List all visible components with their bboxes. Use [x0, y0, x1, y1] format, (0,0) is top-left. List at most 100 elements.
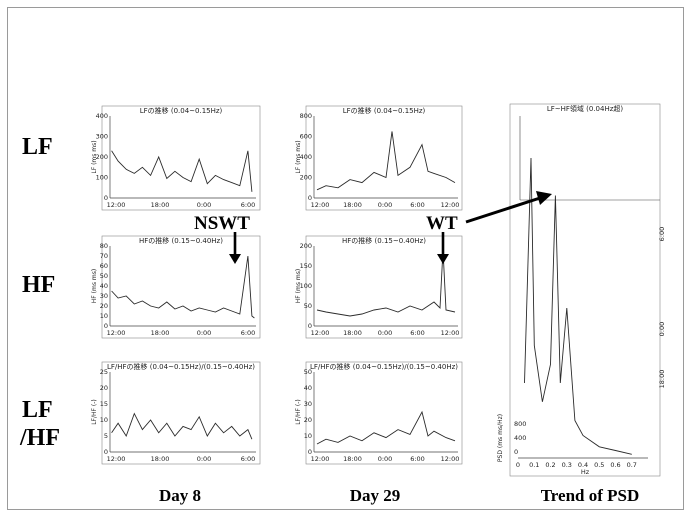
- day8_lfhf-title: LF/HFの推移 (0.04~0.15Hz)/(0.15~0.40Hz): [107, 362, 255, 371]
- day29_lf-xtick: 0:00: [378, 201, 393, 209]
- day29_lfhf-ytick: 20: [304, 416, 312, 424]
- arrow-nswt-head: [229, 254, 241, 264]
- psd-ytick: 800: [514, 420, 526, 428]
- psd-xtick: 0.3: [562, 461, 572, 469]
- day29_lf-ytick: 400: [300, 153, 312, 161]
- day29_hf-ytick: 200: [300, 242, 312, 250]
- psd-xtick: 0.2: [545, 461, 555, 469]
- day8_hf-ylabel: HF (ms ms): [91, 269, 98, 303]
- day29_lf-ytick: 800: [300, 112, 312, 120]
- day29_lfhf-ylabel: LF/HF (-): [295, 399, 302, 425]
- day29_lf-ytick: 0: [308, 194, 312, 202]
- day8_lf-ytick: 400: [96, 112, 108, 120]
- psd-timetick: 18:00: [658, 370, 666, 389]
- psd-ytick: 400: [514, 434, 526, 442]
- day29_lfhf-xtick: 12:00: [441, 455, 460, 463]
- psd-xlabel: Hz: [581, 468, 590, 476]
- day8_lf-xtick: 12:00: [107, 201, 126, 209]
- day8_lfhf-xtick: 18:00: [151, 455, 170, 463]
- column-label-day8: Day 8: [158, 486, 202, 505]
- psd-xtick: 0.1: [529, 461, 539, 469]
- annotation-nswt: NSWT: [194, 213, 250, 234]
- day29_lfhf-ytick: 30: [304, 400, 312, 408]
- day8_hf-ytick: 70: [100, 252, 108, 260]
- day29_lfhf-xtick: 0:00: [378, 455, 393, 463]
- arrow-wt-head: [437, 254, 449, 264]
- day29_hf-series-line: [316, 249, 456, 317]
- day8_lfhf-ytick: 20: [100, 384, 108, 392]
- day8_lfhf-series-line: [111, 412, 253, 440]
- day8_hf-panel: [101, 235, 261, 339]
- row-label-lfhf-1: LF: [22, 397, 53, 423]
- psd-title: LF~HF領域 (0.04Hz超): [547, 104, 624, 113]
- day8_hf-xtick: 6:00: [241, 329, 256, 337]
- day8_lfhf-ytick: 25: [100, 368, 108, 376]
- day29_hf-xtick: 12:00: [441, 329, 460, 337]
- figure-frame: [7, 7, 684, 510]
- day8_lfhf-xtick: 12:00: [107, 455, 126, 463]
- day29_lf-title: LFの推移 (0.04~0.15Hz): [343, 106, 426, 115]
- day29_lf-xtick: 12:00: [311, 201, 330, 209]
- day8_hf-ytick: 40: [100, 282, 108, 290]
- day8_lf-xtick: 6:00: [241, 201, 256, 209]
- day8_lf-panel: [101, 105, 261, 211]
- day29_lf-ytick: 200: [300, 174, 312, 182]
- arrow-to-psd-head: [536, 191, 552, 205]
- day8_lf-ylabel: LF (ms ms): [91, 140, 98, 173]
- row-label-hf: HF: [22, 272, 56, 298]
- day8_hf-ytick: 10: [100, 312, 108, 320]
- psd-xtick: 0.4: [578, 461, 588, 469]
- day29_lfhf-ytick: 50: [304, 368, 312, 376]
- psd-xtick: 0.5: [594, 461, 604, 469]
- column-label-psd: Trend of PSD: [540, 486, 640, 505]
- day8_lfhf-ylabel: LF/HF (-): [91, 399, 98, 425]
- day8_hf-ytick: 0: [104, 322, 108, 330]
- psd-xtick: 0: [516, 461, 520, 469]
- day29_lfhf-xtick: 12:00: [311, 455, 330, 463]
- day8_hf-ytick: 50: [100, 272, 108, 280]
- day8_hf-xtick: 18:00: [151, 329, 170, 337]
- day29_hf-xtick: 12:00: [311, 329, 330, 337]
- day8_lf-xtick: 18:00: [151, 201, 170, 209]
- day29_hf-xtick: 18:00: [343, 329, 362, 337]
- day8_lfhf-ytick: 0: [104, 448, 108, 456]
- day29_hf-panel: [305, 235, 463, 339]
- day29_lf-xtick: 6:00: [410, 201, 425, 209]
- psd-panel: [509, 103, 661, 477]
- day29_lf-xtick: 18:00: [343, 201, 362, 209]
- day29_lfhf-xtick: 18:00: [343, 455, 362, 463]
- day29_lfhf-series-line: [316, 410, 456, 445]
- day8_hf-ytick: 60: [100, 262, 108, 270]
- psd-timetick: 0:00: [658, 322, 666, 337]
- day29_lfhf-panel: [305, 361, 463, 465]
- day8_hf-title: HFの推移 (0.15~0.40Hz): [139, 236, 223, 245]
- psd-xtick: 0.6: [610, 461, 620, 469]
- day8_hf-ytick: 80: [100, 242, 108, 250]
- day29_hf-xtick: 6:00: [410, 329, 425, 337]
- day29_lf-ylabel: LF (ms ms): [295, 140, 302, 173]
- day8_lf-ytick: 100: [96, 174, 108, 182]
- day29_lf-series-line: [316, 131, 456, 191]
- day29_lfhf-ytick: 0: [308, 448, 312, 456]
- day8_hf-ytick: 30: [100, 292, 108, 300]
- day8_hf-xtick: 0:00: [197, 329, 212, 337]
- day8_lfhf-panel: [101, 361, 261, 465]
- psd-ytick: 0: [514, 448, 518, 456]
- day29_lfhf-xtick: 6:00: [410, 455, 425, 463]
- column-label-day29: Day 29: [349, 486, 401, 505]
- day29_lf-ytick: 600: [300, 133, 312, 141]
- day8_lf-title: LFの推移 (0.04~0.15Hz): [140, 106, 223, 115]
- day29_lfhf-ytick: 40: [304, 384, 312, 392]
- day8_lf-series-line: [111, 150, 253, 192]
- psd-ylabel: PSD (ms ms/Hz): [497, 414, 504, 462]
- day29_hf-ytick: 0: [308, 322, 312, 330]
- psd-xtick: 0.7: [627, 461, 637, 469]
- day29_lf-xtick: 12:00: [441, 201, 460, 209]
- day29_hf-ylabel: HF (ms ms): [295, 269, 302, 303]
- day29_hf-ytick: 50: [304, 302, 312, 310]
- day29_hf-ytick: 150: [300, 262, 312, 270]
- day8_lf-ytick: 0: [104, 194, 108, 202]
- row-label-lf: LF: [22, 134, 53, 160]
